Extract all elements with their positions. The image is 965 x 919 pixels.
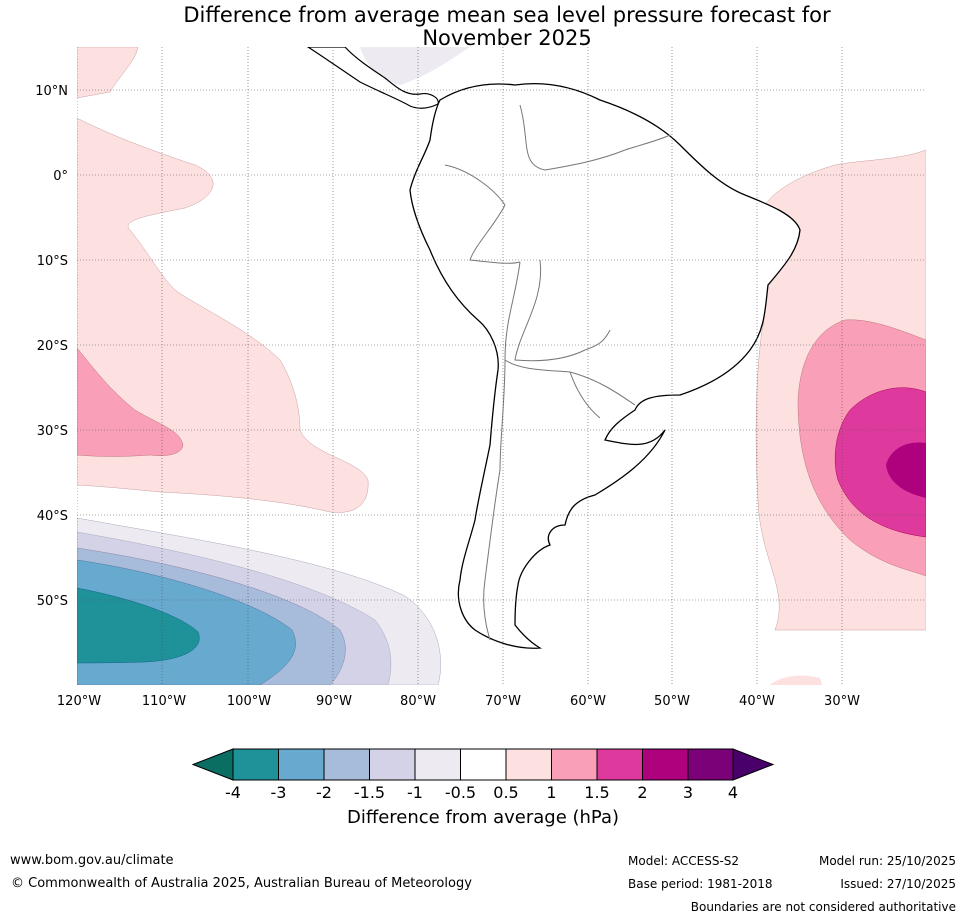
central-america-coastline [306,47,439,109]
anomaly-area-atlantic-strong [834,387,926,538]
copyright-text: © Commonwealth of Australia 2025, Austra… [11,876,472,891]
south-america-coastline [409,83,801,649]
anomaly-area-atlantic-max [886,442,926,498]
colorbar-tick-3: 3 [683,783,693,802]
lon-label-120w: 120°W [57,694,101,709]
colorbar-extend-high [732,748,775,781]
country-boundaries [444,104,671,641]
lon-label-80w: 80°W [400,694,436,709]
colorbar-extend-low [191,748,234,781]
graticule [77,47,926,685]
colorbar-segment-10 [642,748,689,781]
colorbar-tick-1: 1 [546,783,556,802]
lon-label-60w: 60°W [570,694,606,709]
lon-label-70w: 70°W [485,694,521,709]
lon-label-30w: 30°W [824,694,860,709]
lat-label-30s: 30°S [37,424,68,439]
colorbar-segment-9 [596,748,643,781]
anomaly-area-nw-pink [77,47,139,99]
colorbar-segment-2 [278,748,325,781]
colorbar-tick-1.5: 1.5 [584,783,609,802]
anomaly-area-southwest-pacific-pink [77,347,184,457]
lat-label-10s: 10°S [37,254,68,269]
lat-label-50s: 50°S [37,594,68,609]
model-run-date: Model run: 25/10/2025 [818,854,956,868]
colorbar-segment-8 [551,748,598,781]
colorbar-tick--3: -3 [271,783,287,802]
lon-label-50w: 50°W [654,694,690,709]
colorbar-tick--0.5: -0.5 [445,783,476,802]
colorbar-segment-7 [505,748,552,781]
website-link[interactable]: www.bom.gov.au/climate [10,853,174,868]
colorbar-segment-3 [323,748,370,781]
anomaly-area-east-pacific-pink [77,117,369,513]
anomaly-area-north-caribbean [360,47,470,85]
colorbar-tick--2: -2 [316,783,332,802]
colorbar: -4 -3 -2 -1.5 -1 -0.5 0.5 1 1.5 2 3 4 [191,748,775,802]
boundaries-disclaimer: Boundaries are not considered authoritat… [690,900,956,914]
colorbar-segment-4 [369,748,416,781]
colorbar-segments [232,748,734,781]
colorbar-tick--1: -1 [407,783,423,802]
lon-label-90w: 90°W [316,694,352,709]
anomaly-band-neg-3 [77,587,200,664]
colorbar-segment-6 [460,748,507,781]
lat-label-20s: 20°S [37,339,68,354]
lat-label-10n: 10°N [35,84,68,99]
base-period: Base period: 1981-2018 [628,877,773,891]
colorbar-tick--4: -4 [225,783,241,802]
issued-date: Issued: 27/10/2025 [840,877,956,891]
anomaly-area-south-atlantic-spot [770,675,822,685]
colorbar-tick-2: 2 [637,783,647,802]
colorbar-tick--1.5: -1.5 [354,783,385,802]
lat-label-40s: 40°S [37,509,68,524]
model-name: Model: ACCESS-S2 [628,854,740,868]
colorbar-label: Difference from average (hPa) [346,807,620,828]
colorbar-tick-0.5: 0.5 [493,783,518,802]
map-plot-area [77,47,926,685]
title-line-1: Difference from average mean sea level p… [183,3,831,27]
lon-label-100w: 100°W [227,694,271,709]
title-line-2: November 2025 [422,26,592,50]
map-title: Difference from average mean sea level p… [77,4,937,50]
colorbar-segment-5 [414,748,461,781]
lat-label-0: 0° [53,169,68,184]
lon-label-40w: 40°W [739,694,775,709]
lon-label-110w: 110°W [142,694,186,709]
colorbar-segment-1 [232,748,279,781]
colorbar-tick-4: 4 [728,783,738,802]
colorbar-segment-11 [687,748,734,781]
